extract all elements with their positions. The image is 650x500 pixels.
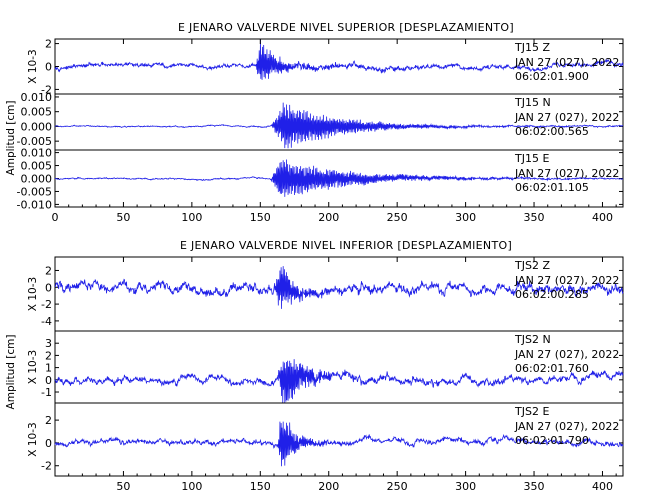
x-tick-label: 0	[52, 211, 59, 224]
y-tick-label: 0.010	[21, 147, 53, 160]
y-tick-label: -0.005	[17, 185, 52, 198]
x-tick-label: 250	[387, 480, 408, 493]
x-tick-label: 400	[592, 480, 613, 493]
channel-label: TJ15 N	[514, 96, 551, 109]
scale-label: X 10-3	[27, 350, 39, 384]
x-tick-label: 150	[250, 480, 271, 493]
y-tick-label: 2	[45, 264, 52, 277]
y-tick-label: 0	[45, 437, 52, 450]
y-tick-label: 0.000	[21, 173, 53, 186]
y-tick-label: -1	[41, 386, 52, 399]
scale-label: X 10-3	[27, 49, 39, 83]
waveform-trace	[54, 359, 624, 403]
x-tick-label: 400	[592, 211, 613, 224]
x-tick-label: 350	[524, 480, 545, 493]
top-chart-ylabel: Amplitud [cm]	[5, 101, 17, 176]
y-tick-label: 2	[45, 38, 52, 51]
x-tick-label: 200	[318, 211, 339, 224]
top-chart-title: E JENARO VALVERDE NIVEL SUPERIOR [DESPLA…	[178, 21, 514, 34]
time-label: 06:02:01.790	[515, 434, 589, 447]
y-tick-label: 0	[45, 61, 52, 74]
top-chart: E JENARO VALVERDE NIVEL SUPERIOR [DESPLA…	[5, 21, 624, 224]
bottom-chart-ylabel: Amplitud [cm]	[5, 335, 17, 410]
trace-panel: 2 0 -2X 10-3 TJS2 E JAN 27 (027), 202206:02:…	[27, 402, 624, 473]
x-tick-label: 250	[387, 211, 408, 224]
time-label: 06:02:00.565	[515, 125, 589, 138]
time-label: 06:02:00.285	[515, 288, 589, 301]
trace-panel: 2 0 -2X 10-3 TJ15 Z JAN 27 (027), 202206:02:…	[27, 38, 624, 96]
y-tick-label: -4	[41, 315, 52, 328]
y-tick-label: 0	[45, 374, 52, 387]
x-tick-label: 100	[181, 480, 202, 493]
channel-label: TJS2 E	[514, 405, 549, 418]
channel-label: TJ15 E	[514, 152, 549, 165]
y-tick-label: -2	[41, 83, 52, 96]
date-label: JAN 27 (027), 2022	[514, 56, 619, 69]
y-tick-label: 3	[45, 337, 52, 350]
x-tick-label: 100	[181, 211, 202, 224]
bottom-chart-frame	[54, 256, 624, 477]
time-label: 06:02:01.900	[515, 70, 589, 83]
top-chart-frame	[54, 38, 624, 208]
channel-label: TJS2 N	[514, 333, 551, 346]
x-tick-label: 300	[455, 480, 476, 493]
x-tick-label: 300	[455, 211, 476, 224]
y-tick-label: 2	[45, 349, 52, 362]
y-tick-label: -0.010	[17, 198, 52, 211]
x-tick-label: 150	[250, 211, 271, 224]
y-tick-label: 1	[45, 362, 52, 375]
y-tick-label: 0.005	[21, 160, 53, 173]
y-tick-label: 0.010	[21, 91, 53, 104]
date-label: JAN 27 (027), 2022	[514, 167, 619, 180]
time-label: 06:02:01.105	[515, 181, 589, 194]
waveform-trace	[54, 39, 624, 80]
y-tick-label: 2	[45, 414, 52, 427]
y-tick-label: 0.000	[21, 120, 53, 133]
date-label: JAN 27 (027), 2022	[514, 111, 619, 124]
waveform-trace	[54, 421, 624, 467]
waveform-trace	[54, 266, 624, 309]
x-tick-label: 350	[524, 211, 545, 224]
channel-label: TJS2 Z	[514, 259, 550, 272]
date-label: JAN 27 (027), 2022	[514, 420, 619, 433]
scale-label: X 10-3	[27, 277, 39, 311]
x-tick-label: 50	[116, 480, 130, 493]
x-tick-label: 200	[318, 480, 339, 493]
y-tick-label: -2	[41, 298, 52, 311]
date-label: JAN 27 (027), 2022	[514, 348, 619, 361]
y-tick-label: 0	[45, 281, 52, 294]
y-tick-label: -0.005	[17, 135, 52, 148]
scale-label: X 10-3	[27, 422, 39, 456]
x-tick-label: 50	[116, 211, 130, 224]
waveform-trace	[54, 102, 624, 149]
bottom-chart-title: E JENARO VALVERDE NIVEL INFERIOR [DESPLA…	[180, 239, 512, 252]
trace-panel: 2 0 -2 -4X 10-3 TJS2 Z JAN 27 (027), 202206:0…	[27, 259, 624, 328]
channel-label: TJ15 Z	[514, 41, 550, 54]
y-tick-label: -2	[41, 460, 52, 473]
date-label: JAN 27 (027), 2022	[514, 274, 619, 287]
bottom-chart: E JENARO VALVERDE NIVEL INFERIOR [DESPLA…	[5, 239, 624, 493]
time-label: 06:02:01.760	[515, 362, 589, 375]
waveform-trace	[54, 159, 624, 197]
y-tick-label: 0.005	[21, 106, 53, 119]
